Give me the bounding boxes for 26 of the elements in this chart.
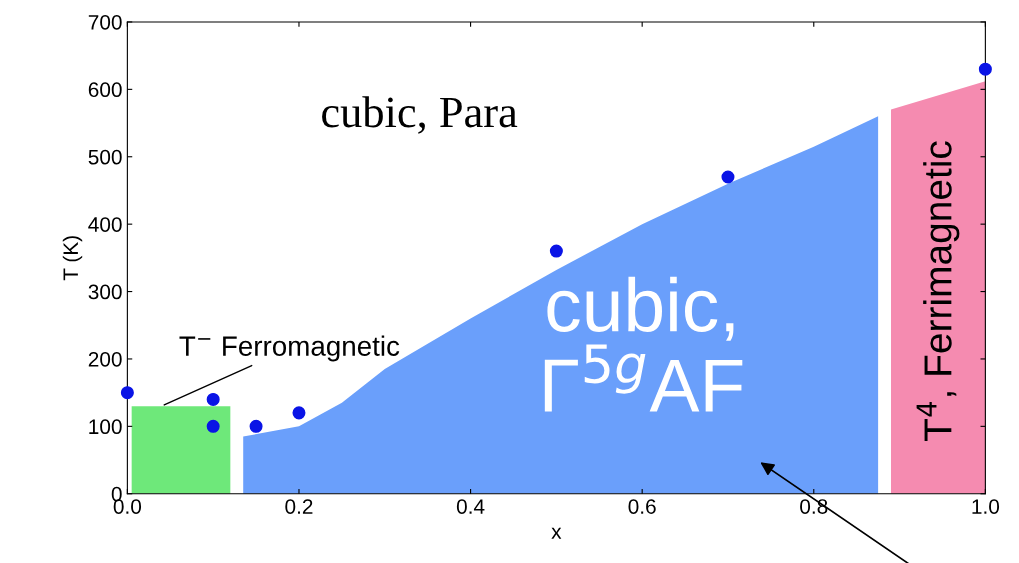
x-tick-label: 1.0 (972, 499, 1000, 514)
annotation: T$^{−}$ Ferromagnetic (179, 335, 400, 362)
point (978, 62, 992, 76)
x-tick-label: 0.8 (800, 499, 828, 514)
x-tick-label: 0.2 (285, 499, 313, 514)
y-tick-label: 300 (88, 284, 122, 300)
y-tick-label: 200 (88, 351, 122, 367)
point (206, 392, 220, 406)
point (249, 419, 263, 433)
point (292, 406, 306, 420)
annotation: cubic, Para (322, 96, 518, 134)
x-tick-label: 0.6 (628, 499, 656, 514)
point (120, 386, 134, 400)
annotation: cubic, Γ$^{5g}$AF (544, 276, 743, 412)
y-tick-label: 700 (88, 14, 122, 30)
point (721, 170, 735, 184)
y-axis-title: T (K) (62, 236, 83, 281)
x-tick-label: 0.4 (456, 499, 485, 514)
x-axis-title: x (551, 527, 562, 539)
point (206, 419, 220, 433)
point (549, 244, 563, 258)
y-tick-label: 500 (88, 149, 122, 165)
annotation: T$^{4}$, Ferrimagnetic (916, 141, 960, 442)
y-tick-label: 400 (88, 217, 122, 232)
y-tick-label: 100 (89, 419, 122, 435)
y-tick-label: 600 (88, 82, 122, 98)
